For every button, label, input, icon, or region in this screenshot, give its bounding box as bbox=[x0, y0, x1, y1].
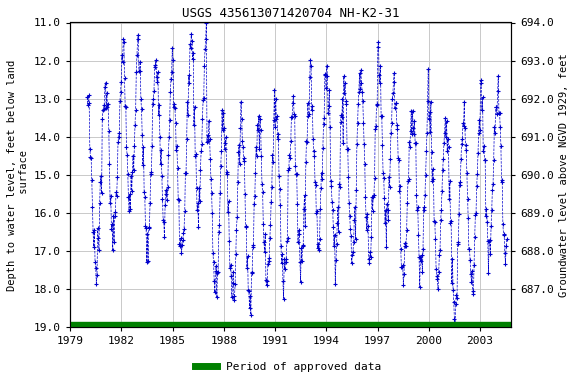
Title: USGS 435613071420704 NH-K2-31: USGS 435613071420704 NH-K2-31 bbox=[181, 7, 399, 20]
Legend: Period of approved data: Period of approved data bbox=[191, 358, 385, 377]
Y-axis label: Groundwater level above NGVD 1929, feet: Groundwater level above NGVD 1929, feet bbox=[559, 53, 569, 297]
Y-axis label: Depth to water level, feet below land
 surface: Depth to water level, feet below land su… bbox=[7, 59, 29, 291]
